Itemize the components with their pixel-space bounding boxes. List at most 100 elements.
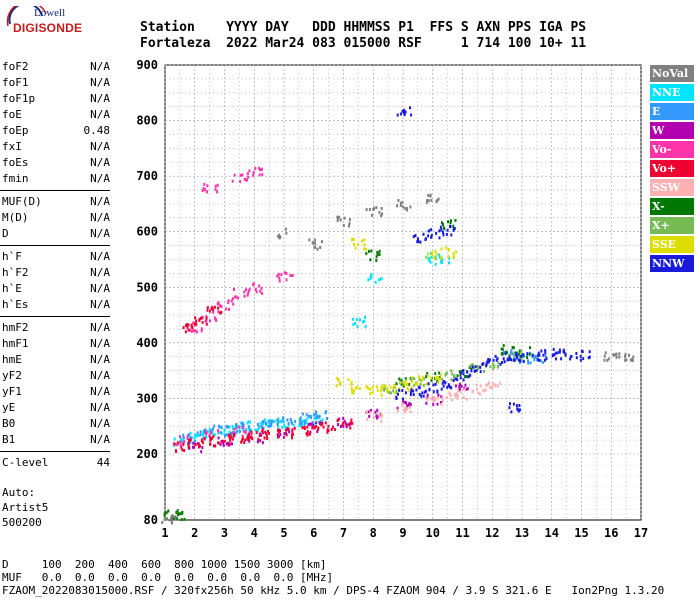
data-point xyxy=(509,351,512,355)
param-value: 0.48 xyxy=(83,124,111,137)
data-point xyxy=(170,519,173,523)
data-point xyxy=(464,375,467,378)
data-point xyxy=(441,261,443,265)
data-point xyxy=(409,205,412,209)
data-point xyxy=(419,240,422,244)
data-point xyxy=(432,383,435,387)
data-point xyxy=(350,383,353,386)
data-point xyxy=(444,373,447,377)
data-point xyxy=(278,276,281,280)
data-point xyxy=(206,184,209,188)
param-name: M(D) xyxy=(2,211,29,224)
param-value: N/A xyxy=(90,211,110,224)
y-tick-label: 600 xyxy=(136,225,158,239)
data-point xyxy=(232,302,235,306)
data-point xyxy=(299,416,302,420)
data-point xyxy=(437,396,440,400)
data-point xyxy=(182,442,185,446)
data-point xyxy=(320,421,323,425)
data-point xyxy=(189,438,192,442)
data-point xyxy=(287,427,290,431)
data-point xyxy=(537,351,540,355)
data-point xyxy=(198,318,201,322)
data-point xyxy=(492,358,495,362)
data-point xyxy=(528,352,531,356)
data-point xyxy=(352,322,355,326)
param-name: MUF(D) xyxy=(2,195,42,208)
data-point xyxy=(395,389,398,393)
param-row: h`E N/A xyxy=(2,282,110,298)
data-point xyxy=(256,428,259,432)
data-point xyxy=(265,422,267,426)
data-point xyxy=(306,433,309,437)
data-point xyxy=(351,391,354,395)
data-point xyxy=(234,295,237,299)
data-point xyxy=(268,422,271,426)
data-point xyxy=(205,322,208,326)
data-point xyxy=(442,233,445,237)
data-point xyxy=(429,193,432,197)
data-point xyxy=(422,394,425,398)
data-point xyxy=(532,355,535,359)
data-point xyxy=(423,390,426,394)
data-point xyxy=(423,377,426,381)
param-value: N/A xyxy=(90,266,110,279)
data-point xyxy=(538,358,541,362)
data-point xyxy=(628,353,630,357)
data-point xyxy=(336,216,339,220)
data-point xyxy=(246,437,249,441)
data-point xyxy=(473,369,476,373)
data-point xyxy=(279,419,281,423)
data-point xyxy=(404,206,407,210)
legend-item: X- xyxy=(650,198,694,215)
data-point xyxy=(197,434,200,437)
param-name: C-level xyxy=(2,456,49,469)
data-point xyxy=(217,424,220,428)
data-point xyxy=(243,430,246,433)
data-point xyxy=(179,512,182,516)
data-point xyxy=(475,369,478,373)
param-name: B1 xyxy=(2,433,16,446)
data-point xyxy=(396,409,399,412)
data-point xyxy=(477,365,480,369)
data-point xyxy=(500,347,503,351)
data-point xyxy=(382,383,385,387)
data-point xyxy=(265,434,268,438)
data-point xyxy=(375,206,378,209)
data-point xyxy=(522,353,525,357)
data-point xyxy=(380,277,383,281)
x-tick-label: 14 xyxy=(545,526,559,540)
param-name: foEp xyxy=(2,124,29,137)
data-point xyxy=(252,171,255,174)
data-point xyxy=(427,229,430,233)
data-point xyxy=(267,430,269,433)
data-point xyxy=(311,421,314,424)
data-point xyxy=(437,197,440,201)
data-point xyxy=(186,436,189,440)
x-tick-label: 7 xyxy=(340,526,347,540)
data-point xyxy=(414,234,417,238)
data-point xyxy=(322,425,325,429)
y-tick-label: 500 xyxy=(136,280,158,294)
data-point xyxy=(230,435,233,439)
data-point xyxy=(508,354,511,357)
data-point xyxy=(458,384,461,388)
data-point xyxy=(421,375,424,379)
param-value: N/A xyxy=(90,321,110,334)
y-tick-label: 700 xyxy=(136,169,158,183)
param-name: fmin xyxy=(2,172,29,185)
data-point xyxy=(392,389,395,393)
data-point xyxy=(369,411,372,415)
data-point xyxy=(241,434,244,438)
data-point xyxy=(440,387,443,391)
param-row: B0 N/A xyxy=(2,417,110,433)
data-point xyxy=(587,356,590,360)
data-point xyxy=(209,430,212,434)
data-point xyxy=(212,433,215,437)
data-point xyxy=(247,435,250,439)
y-tick-label: 800 xyxy=(136,114,158,128)
data-point xyxy=(527,361,530,365)
data-point xyxy=(375,414,378,418)
param-value: N/A xyxy=(90,108,110,121)
data-point xyxy=(370,272,373,276)
